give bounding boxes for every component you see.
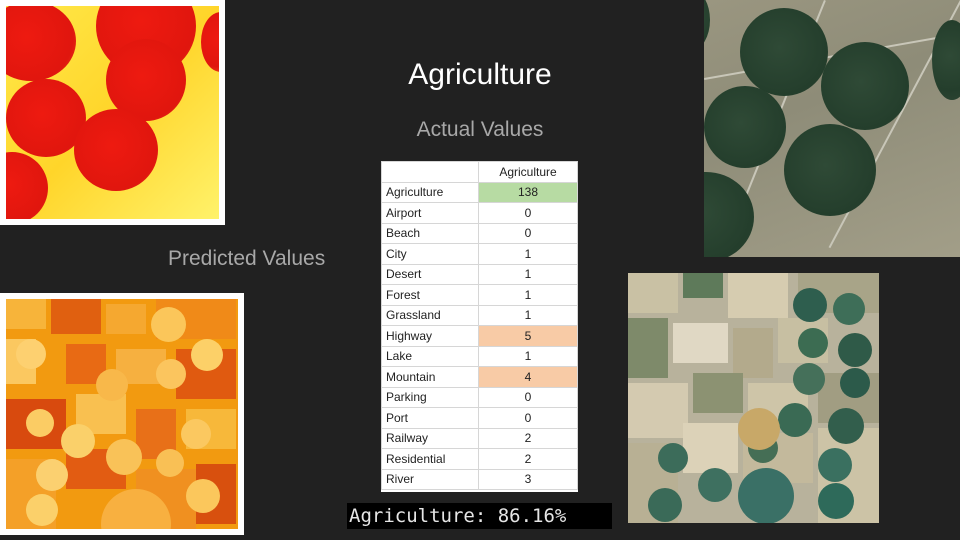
table-row-label: Beach <box>381 222 479 244</box>
table-header-empty <box>381 161 479 183</box>
table-row: Desert 1 <box>381 263 578 285</box>
table-row-label: Desert <box>381 263 479 285</box>
table-row-value: 4 <box>478 366 578 388</box>
table-row: Grassland 1 <box>381 304 578 326</box>
table-row-value: 0 <box>478 386 578 408</box>
table-row-value: 0 <box>478 407 578 429</box>
table-row-label: City <box>381 243 479 265</box>
actual-values-label: Actual Values <box>416 118 544 141</box>
table-row-value: 138 <box>478 181 578 203</box>
table-row-label: Parking <box>381 386 479 408</box>
table-row: Mountain 4 <box>381 366 578 388</box>
heatmap-image-bottom <box>0 293 244 535</box>
heatmap-image-top <box>0 0 225 225</box>
table-row-value: 3 <box>478 468 578 490</box>
prediction-table: Agriculture Agriculture 138 Airport 0 Beach 0… <box>381 161 578 492</box>
table-row: Lake 1 <box>381 345 578 367</box>
satellite-image-bottom <box>628 273 879 523</box>
table-row-label: Highway <box>381 325 479 347</box>
table-row-label: Airport <box>381 202 479 224</box>
table-row-value: 2 <box>478 427 578 449</box>
table-row-value: 1 <box>478 263 578 285</box>
table-row-value: 1 <box>478 345 578 367</box>
table-row: Forest 1 <box>381 284 578 306</box>
table-row: Highway 5 <box>381 325 578 347</box>
table-row-value: 0 <box>478 202 578 224</box>
table-row-label: Forest <box>381 284 479 306</box>
table-row-label: Residential <box>381 448 479 470</box>
table-row-label: Railway <box>381 427 479 449</box>
table-row-value: 2 <box>478 448 578 470</box>
table-row: River 3 <box>381 468 578 490</box>
table-row: Residential 2 <box>381 448 578 470</box>
table-row: Airport 0 <box>381 202 578 224</box>
satellite-image-top <box>704 0 960 257</box>
accuracy-readout: Agriculture: 86.16% <box>347 503 612 529</box>
table-row: Railway 2 <box>381 427 578 449</box>
table-row-label: Port <box>381 407 479 429</box>
table-row-label: River <box>381 468 479 490</box>
table-row: Beach 0 <box>381 222 578 244</box>
table-row-value: 1 <box>478 304 578 326</box>
table-column-header: Agriculture <box>478 161 578 183</box>
table-row-label: Agriculture <box>381 181 479 203</box>
table-row: Agriculture 138 <box>381 181 578 203</box>
table-row-label: Lake <box>381 345 479 367</box>
table-row-value: 5 <box>478 325 578 347</box>
table-row-value: 0 <box>478 222 578 244</box>
slide-title: Agriculture <box>408 58 552 91</box>
table-row: City 1 <box>381 243 578 265</box>
table-row: Port 0 <box>381 407 578 429</box>
predicted-values-label: Predicted Values <box>168 247 326 270</box>
table-row-label: Grassland <box>381 304 479 326</box>
table-header-row: Agriculture <box>381 161 578 183</box>
table-row-label: Mountain <box>381 366 479 388</box>
table-row: Parking 0 <box>381 386 578 408</box>
table-row-value: 1 <box>478 243 578 265</box>
table-row-value: 1 <box>478 284 578 306</box>
